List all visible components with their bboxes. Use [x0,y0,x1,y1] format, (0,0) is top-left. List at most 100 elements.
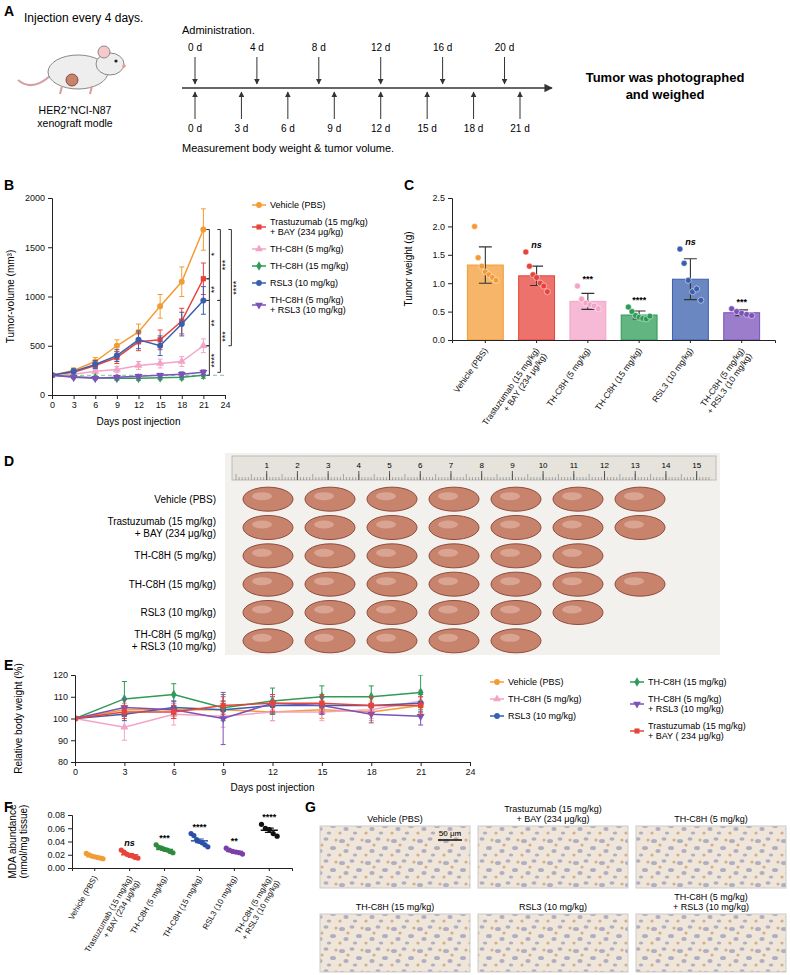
data-point [270,701,275,706]
bar [724,313,760,340]
tumor-highlight [500,492,520,500]
legend-item: Vehicle (PBS) [252,200,326,210]
panel-f: Fns*************0.000.020.040.060.08Vehi… [4,799,293,958]
ruler-minor-tick [272,477,273,480]
tumor-highlight [500,606,520,614]
tumor [553,601,603,625]
x-axis-tick-label: 24 [465,767,475,777]
legend-label: TH-C8H (5 mg/kg)+ RSL3 (10 mg/kg) [270,295,346,315]
ruler-minor-tick [503,477,504,480]
legend-item: Trastuzumab (15 mg/kg)+ BAY ( 234 μg/kg) [630,721,746,741]
administration-label: 12 d [371,42,390,53]
tumor [305,572,355,596]
ruler-tick [297,471,298,480]
ruler-minor-tick [395,477,396,480]
tumor-highlight [314,577,334,585]
x-axis-tick: 21 [199,395,209,410]
data-point [134,374,142,381]
ruler-minor-tick [601,477,602,480]
ruler-minor-tick [466,474,467,480]
x-axis-tick: TH-C8H (5 mg/kg) [544,340,592,408]
tumor-highlight [314,549,334,557]
y-axis-tick-label: 1.0 [432,279,445,289]
data-point [71,368,77,374]
x-axis-tick-label: 15 [317,767,327,777]
x-axis-tick-label: 18 [177,400,187,410]
tumor [491,516,541,540]
x-axis-tick: 6 [93,395,98,410]
data-point [157,303,163,309]
measurement-label: 0 d [188,123,202,134]
series-line [52,300,203,375]
x-axis-tick: 0 [50,395,55,410]
ruler-minor-tick [245,477,246,480]
image-title: TH-C8H (5 mg/kg)+ RSL3 (10 mg/kg) [673,892,749,912]
ruler-minor-tick [315,477,316,480]
tumor-highlight [252,634,272,642]
tumor-highlight [500,634,520,642]
data-point [240,851,245,856]
ruler-minor-tick [392,477,393,480]
legend-item: Trastuzumab (15 mg/kg)+ BAY (234 μg/kg) [252,217,368,237]
tumor [367,516,417,540]
significance-label: ns [685,237,696,247]
y-axis-tick-label: 1500 [25,243,45,253]
ruler-label: 11 [570,461,579,470]
ruler-minor-tick [269,477,270,480]
ruler-label: 4 [357,461,362,470]
error-bar [71,369,76,374]
administration-arrow [195,57,196,84]
administration-label: 16 d [433,42,452,53]
data-point [595,306,601,312]
panel-letter: B [4,177,14,193]
significance-label: *** [736,297,747,307]
panel-d: D123456789101112131415Vehicle (PBS)Trast… [4,453,720,655]
ruler-minor-tick [669,477,670,480]
ruler-minor-tick [659,477,660,480]
y-axis-tick: 80 [58,757,75,767]
y-axis-tick: 0.02 [47,850,72,860]
x-axis-line [76,763,471,767]
y-axis-tick-mark [68,868,72,869]
ruler-label: 10 [539,461,548,470]
administration-label: 8 d [312,42,326,53]
administration-arrow [318,57,319,84]
tumor-highlight [314,606,334,614]
error-bar [270,695,275,712]
data-point [526,263,532,269]
ruler-minor-tick [613,477,614,480]
ruler-minor-tick [616,477,617,480]
ruler-minor-tick [331,477,332,480]
y-axis-tick: 1.0 [432,279,452,289]
y-axis: 0500100015002000 [25,193,53,400]
ruler-minor-tick [364,477,365,480]
x-axis-tick-mark [536,340,537,343]
x-axis-tick-mark [269,868,270,871]
tumor [429,601,479,625]
y-axis-tick-mark [71,697,75,698]
data-point [122,709,127,714]
tumor-highlight [376,606,396,614]
error-bar [171,701,176,718]
ruler-minor-tick [576,477,577,480]
ruler-minor-tick [263,477,264,480]
y-axis-tick-mark [71,675,75,676]
ruler-minor-tick [251,474,252,480]
bar [570,301,606,340]
image-title: Trastuzumab (15 mg/kg)+ BAY (234 μg/kg) [504,804,602,824]
ruler-minor-tick [672,477,673,480]
legend-label: RSL3 (10 mg/kg) [270,278,338,288]
legend-item: TH-C8H (15 mg/kg) [252,261,349,271]
x-axis-tick-label: TH-C8H (5 mg/kg)+ RSL3 (10 mg/kg) [232,874,281,942]
tumor [491,572,541,596]
tumor-highlight [376,521,396,529]
ruler-minor-tick [567,477,568,480]
tumor-highlight [314,492,334,500]
plot-area [52,209,225,383]
data-point [749,313,755,319]
tumor [553,487,603,511]
y-axis-tick-label: 0.5 [432,307,445,317]
x-axis-tick-label: 12 [268,767,278,777]
data-point [70,375,78,382]
y-axis-tick: 2.0 [432,222,452,232]
